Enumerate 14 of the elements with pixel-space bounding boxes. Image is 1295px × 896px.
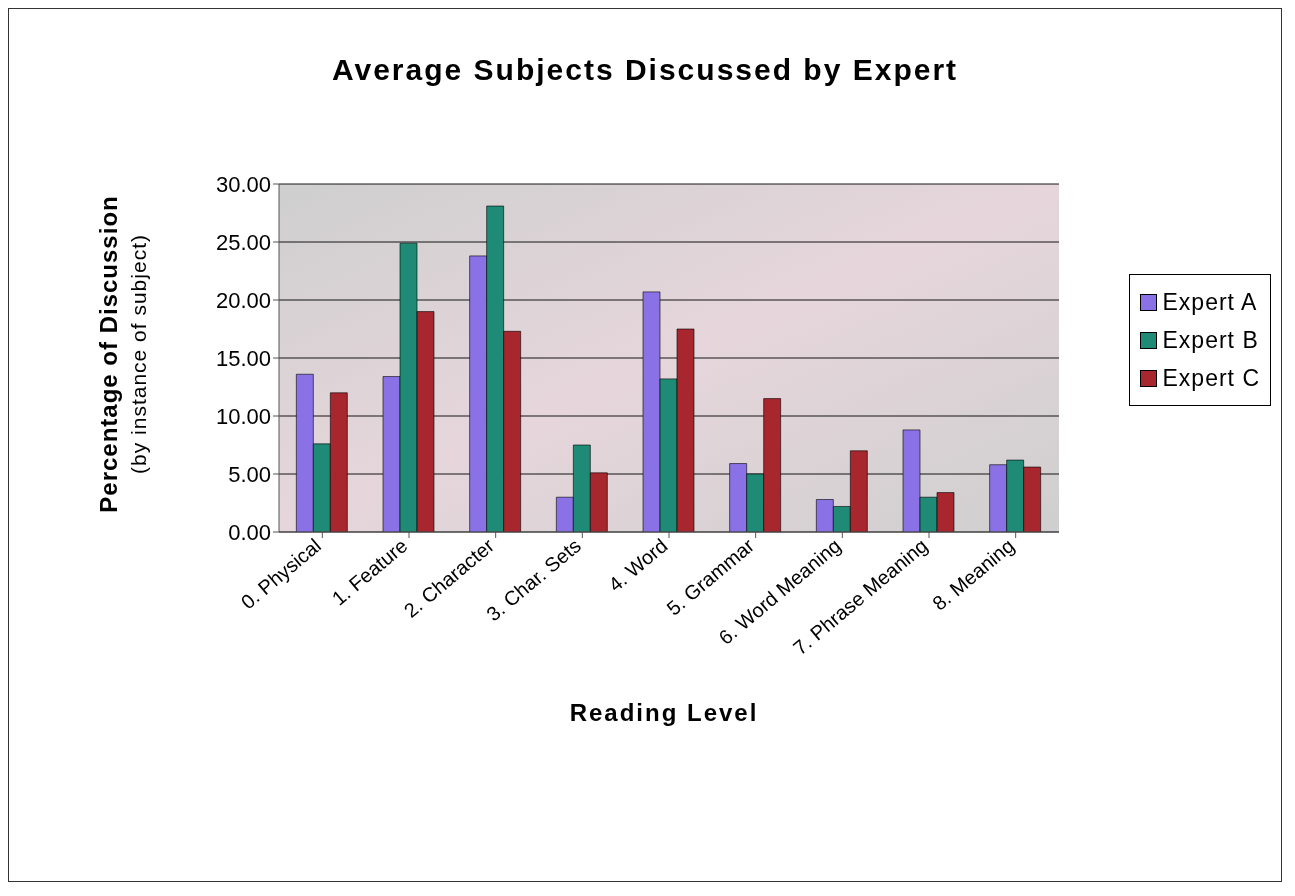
legend-label: Expert B [1162, 326, 1259, 355]
chart-title: Average Subjects Discussed by Expert [330, 53, 960, 87]
y-tick-label: 10.00 [215, 403, 271, 429]
y-tick-label: 0.00 [228, 519, 271, 545]
legend-label: Expert A [1162, 288, 1258, 317]
y-tick-label: 20.00 [215, 287, 271, 313]
y-tick-label: 30.00 [215, 171, 271, 197]
y-axis-title: Percentage of Discussion [94, 195, 123, 513]
y-tick-label: 5.00 [228, 461, 271, 487]
y-tick-label: 15.00 [215, 345, 271, 371]
text: (by instance of subject) [126, 233, 151, 476]
legend-label: Expert C [1162, 364, 1260, 393]
y-tick-label: 25.00 [215, 229, 271, 255]
x-axis-title: Reading Level [568, 699, 760, 727]
